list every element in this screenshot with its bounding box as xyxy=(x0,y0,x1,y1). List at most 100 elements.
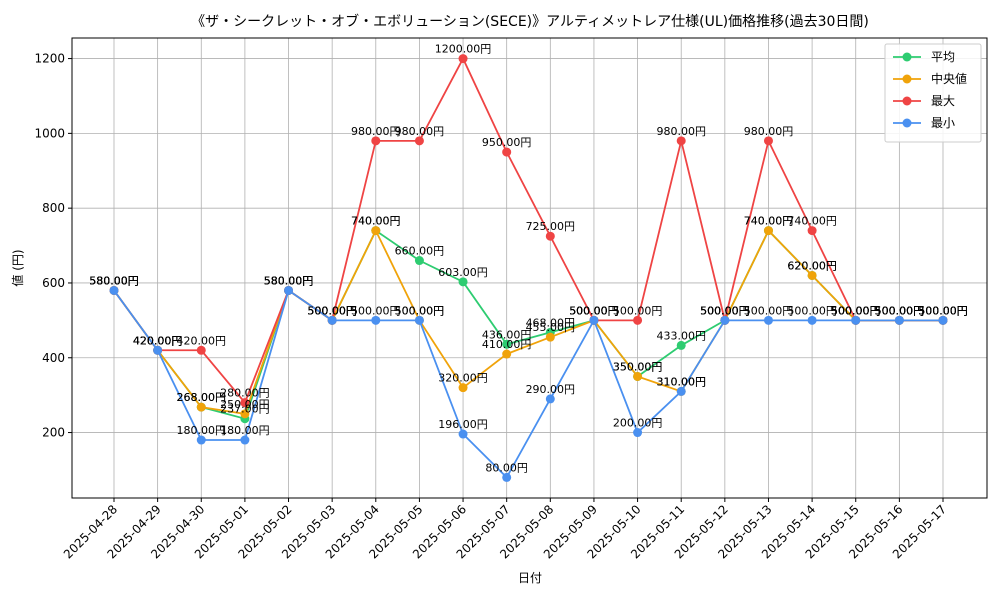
data-label: 500.00円 xyxy=(569,304,619,317)
data-label: 180.00円 xyxy=(220,424,270,437)
data-label: 500.00円 xyxy=(831,304,881,317)
data-label: 740.00円 xyxy=(787,215,837,228)
legend-label: 最小 xyxy=(931,116,955,130)
data-label: 500.00円 xyxy=(395,304,445,317)
data-label: 420.00円 xyxy=(177,334,227,347)
x-axis-title: 日付 xyxy=(518,571,542,585)
data-label: 580.00円 xyxy=(89,274,139,287)
legend-label: 最大 xyxy=(931,94,955,108)
data-point xyxy=(414,256,424,266)
data-label: 580.00円 xyxy=(89,274,139,287)
series-line xyxy=(113,288,943,479)
data-label: 500.00円 xyxy=(875,304,925,317)
data-point xyxy=(807,226,817,236)
data-label: 268.00円 xyxy=(177,391,227,404)
data-label: 350.00円 xyxy=(613,360,663,373)
legend-swatch-marker xyxy=(902,96,912,106)
data-label: 420.00円 xyxy=(133,334,183,347)
data-label: 740.00円 xyxy=(744,215,794,228)
y-tick-label: 1200 xyxy=(34,52,65,66)
data-label: 620.00円 xyxy=(787,259,837,272)
data-point xyxy=(807,315,817,325)
data-point xyxy=(589,315,599,325)
data-label: 180.00円 xyxy=(177,424,227,437)
data-point xyxy=(851,315,861,325)
data-label: 80.00円 xyxy=(485,461,528,474)
data-point xyxy=(545,332,555,342)
data-label: 320.00円 xyxy=(438,372,488,385)
data-label: 980.00円 xyxy=(351,125,401,138)
data-label: 500.00円 xyxy=(700,304,750,317)
data-label: 500.00円 xyxy=(700,304,750,317)
data-label: 500.00円 xyxy=(351,304,401,317)
data-point xyxy=(458,54,468,64)
data-point xyxy=(458,277,468,287)
data-label: 500.00円 xyxy=(787,304,837,317)
data-label: 500.00円 xyxy=(700,304,750,317)
data-point xyxy=(545,231,555,241)
legend-label: 平均 xyxy=(931,50,955,64)
legend-box xyxy=(884,43,982,143)
data-label: 455.00円 xyxy=(526,321,576,334)
data-label: 500.00円 xyxy=(918,304,968,317)
data-point xyxy=(676,340,686,350)
data-label: 740.00円 xyxy=(351,215,401,228)
data-label: 350.00円 xyxy=(613,360,663,373)
data-label: 500.00円 xyxy=(569,304,619,317)
data-point xyxy=(502,339,512,349)
data-label: 310.00円 xyxy=(656,375,706,388)
data-label: 500.00円 xyxy=(875,304,925,317)
data-label: 580.00円 xyxy=(264,274,314,287)
data-label: 500.00円 xyxy=(918,304,968,317)
data-label: 740.00円 xyxy=(744,215,794,228)
data-point xyxy=(371,226,381,236)
data-point xyxy=(720,315,730,325)
data-point xyxy=(676,386,686,396)
series-line xyxy=(113,228,943,415)
data-point xyxy=(240,435,250,445)
series-line xyxy=(113,56,943,405)
y-tick-label: 800 xyxy=(42,201,65,215)
data-point xyxy=(371,315,381,325)
data-label: 410.00円 xyxy=(482,338,532,351)
data-point xyxy=(502,472,512,482)
data-label: 500.00円 xyxy=(307,304,357,317)
legend-label: 中央値 xyxy=(931,71,967,86)
legend-swatch-marker xyxy=(902,52,912,62)
data-label: 500.00円 xyxy=(744,304,794,317)
data-label: 433.00円 xyxy=(656,329,706,342)
data-label: 500.00円 xyxy=(395,304,445,317)
data-point xyxy=(938,315,948,325)
data-label: 436.00円 xyxy=(482,328,532,341)
data-point xyxy=(763,226,773,236)
data-point xyxy=(240,409,250,419)
data-label: 500.00円 xyxy=(918,304,968,317)
data-label: 196.00円 xyxy=(438,418,488,431)
legend-swatch-marker xyxy=(902,74,912,84)
data-label: 500.00円 xyxy=(831,304,881,317)
data-label: 500.00円 xyxy=(831,304,881,317)
data-point xyxy=(240,398,250,408)
data-point xyxy=(502,349,512,359)
data-point xyxy=(109,285,119,295)
plot-area-border xyxy=(71,37,988,499)
y-axis-title: 値 (円) xyxy=(10,249,25,286)
data-label: 500.00円 xyxy=(307,304,357,317)
data-label: 500.00円 xyxy=(875,304,925,317)
data-label: 500.00円 xyxy=(700,304,750,317)
data-point xyxy=(284,285,294,295)
data-point xyxy=(196,435,206,445)
data-label: 980.00円 xyxy=(395,125,445,138)
data-label: 420.00円 xyxy=(133,334,183,347)
data-label: 310.00円 xyxy=(656,375,706,388)
data-label: 500.00円 xyxy=(875,304,925,317)
data-label: 603.00円 xyxy=(438,266,488,279)
data-point xyxy=(502,147,512,157)
y-tick-label: 600 xyxy=(42,276,65,290)
data-label: 980.00円 xyxy=(656,125,706,138)
data-point xyxy=(545,394,555,404)
data-point xyxy=(633,315,643,325)
